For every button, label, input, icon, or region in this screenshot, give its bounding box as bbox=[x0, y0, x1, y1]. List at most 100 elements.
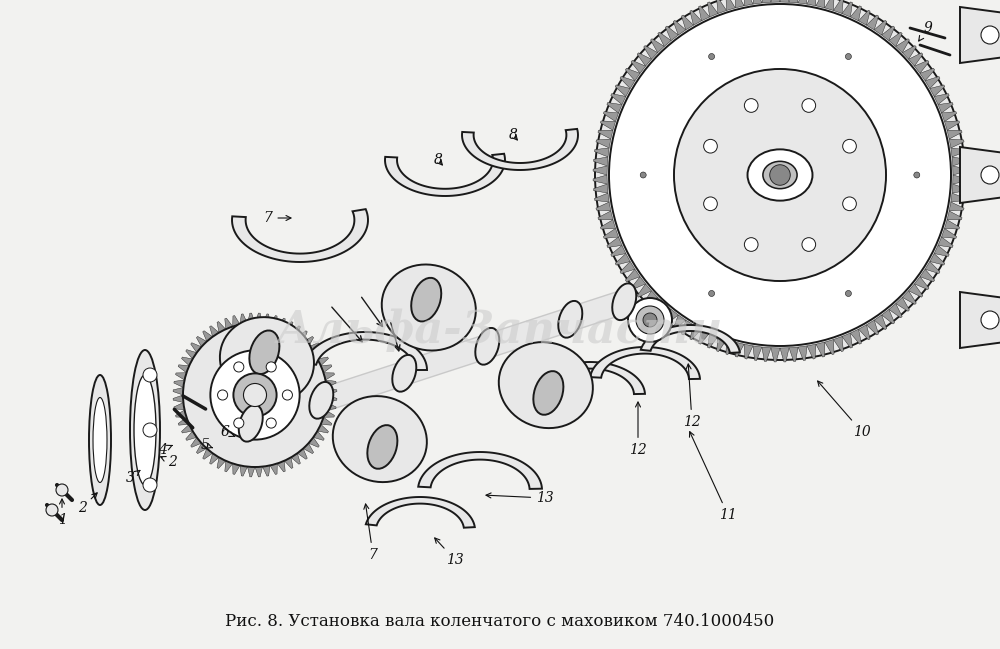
Polygon shape bbox=[594, 193, 609, 202]
Polygon shape bbox=[798, 346, 807, 361]
Polygon shape bbox=[909, 53, 923, 66]
Polygon shape bbox=[874, 20, 887, 35]
Polygon shape bbox=[297, 448, 307, 459]
Text: 1: 1 bbox=[58, 499, 66, 527]
Polygon shape bbox=[607, 103, 622, 113]
Polygon shape bbox=[825, 0, 834, 10]
Polygon shape bbox=[225, 318, 233, 329]
Polygon shape bbox=[866, 320, 879, 335]
Polygon shape bbox=[690, 10, 701, 25]
Polygon shape bbox=[210, 453, 219, 464]
Polygon shape bbox=[833, 0, 843, 14]
Circle shape bbox=[56, 484, 68, 496]
Polygon shape bbox=[176, 410, 187, 417]
Polygon shape bbox=[850, 6, 861, 21]
Polygon shape bbox=[717, 337, 727, 352]
Ellipse shape bbox=[333, 396, 427, 482]
Polygon shape bbox=[658, 304, 671, 318]
Polygon shape bbox=[681, 15, 693, 30]
Polygon shape bbox=[753, 0, 762, 4]
Polygon shape bbox=[699, 329, 710, 344]
Polygon shape bbox=[949, 202, 964, 211]
Polygon shape bbox=[789, 0, 798, 3]
Polygon shape bbox=[850, 329, 861, 344]
Polygon shape bbox=[270, 315, 277, 326]
Polygon shape bbox=[255, 467, 263, 477]
Ellipse shape bbox=[382, 265, 476, 350]
Polygon shape bbox=[945, 121, 960, 130]
Polygon shape bbox=[327, 387, 337, 395]
Polygon shape bbox=[247, 313, 255, 323]
Polygon shape bbox=[842, 2, 852, 17]
Polygon shape bbox=[304, 332, 427, 370]
Polygon shape bbox=[896, 297, 909, 312]
Ellipse shape bbox=[309, 382, 333, 419]
Text: Рис. 8. Установка вала коленчатого с маховиком 740.1000450: Рис. 8. Установка вала коленчатого с мах… bbox=[225, 613, 775, 630]
Polygon shape bbox=[625, 269, 640, 282]
Circle shape bbox=[282, 390, 292, 400]
Ellipse shape bbox=[499, 342, 593, 428]
Polygon shape bbox=[882, 26, 895, 40]
Polygon shape bbox=[178, 417, 189, 425]
Polygon shape bbox=[615, 85, 630, 97]
Polygon shape bbox=[270, 463, 277, 474]
Circle shape bbox=[183, 323, 327, 467]
Circle shape bbox=[643, 313, 657, 327]
Polygon shape bbox=[717, 0, 727, 14]
Ellipse shape bbox=[93, 397, 107, 482]
Polygon shape bbox=[325, 402, 336, 410]
Polygon shape bbox=[535, 362, 645, 394]
Polygon shape bbox=[902, 291, 916, 304]
Circle shape bbox=[914, 172, 920, 178]
Polygon shape bbox=[708, 333, 718, 348]
Circle shape bbox=[266, 362, 276, 372]
Polygon shape bbox=[771, 348, 780, 362]
Circle shape bbox=[802, 238, 816, 251]
Circle shape bbox=[234, 362, 244, 372]
Polygon shape bbox=[313, 431, 324, 441]
Polygon shape bbox=[889, 32, 902, 47]
Polygon shape bbox=[960, 292, 1000, 348]
Text: 3: 3 bbox=[126, 471, 140, 485]
Polygon shape bbox=[807, 0, 816, 6]
Circle shape bbox=[709, 291, 715, 297]
Circle shape bbox=[218, 390, 228, 400]
Polygon shape bbox=[196, 443, 207, 454]
Polygon shape bbox=[744, 344, 753, 359]
Polygon shape bbox=[240, 314, 247, 324]
Polygon shape bbox=[462, 129, 578, 170]
Polygon shape bbox=[600, 121, 615, 130]
Polygon shape bbox=[611, 93, 626, 104]
Ellipse shape bbox=[392, 355, 416, 392]
Polygon shape bbox=[620, 77, 635, 88]
Polygon shape bbox=[277, 318, 285, 329]
Polygon shape bbox=[203, 448, 213, 459]
Polygon shape bbox=[303, 443, 314, 454]
Polygon shape bbox=[753, 346, 762, 361]
Polygon shape bbox=[317, 357, 328, 366]
Polygon shape bbox=[598, 130, 613, 139]
Polygon shape bbox=[637, 53, 651, 66]
Polygon shape bbox=[631, 276, 646, 289]
Polygon shape bbox=[681, 320, 694, 335]
Circle shape bbox=[704, 140, 717, 153]
Polygon shape bbox=[942, 228, 957, 238]
Polygon shape bbox=[780, 0, 789, 2]
Polygon shape bbox=[874, 315, 887, 330]
Circle shape bbox=[843, 197, 856, 211]
Polygon shape bbox=[611, 245, 626, 256]
Circle shape bbox=[640, 172, 646, 178]
Polygon shape bbox=[816, 0, 825, 8]
Circle shape bbox=[802, 99, 816, 112]
Circle shape bbox=[266, 418, 276, 428]
Polygon shape bbox=[247, 467, 255, 477]
Polygon shape bbox=[173, 387, 183, 395]
Polygon shape bbox=[925, 262, 940, 273]
Circle shape bbox=[636, 306, 664, 334]
Polygon shape bbox=[178, 365, 189, 373]
Polygon shape bbox=[325, 380, 336, 387]
Polygon shape bbox=[925, 77, 940, 88]
Polygon shape bbox=[866, 15, 879, 30]
Polygon shape bbox=[920, 269, 935, 282]
Circle shape bbox=[843, 140, 856, 153]
